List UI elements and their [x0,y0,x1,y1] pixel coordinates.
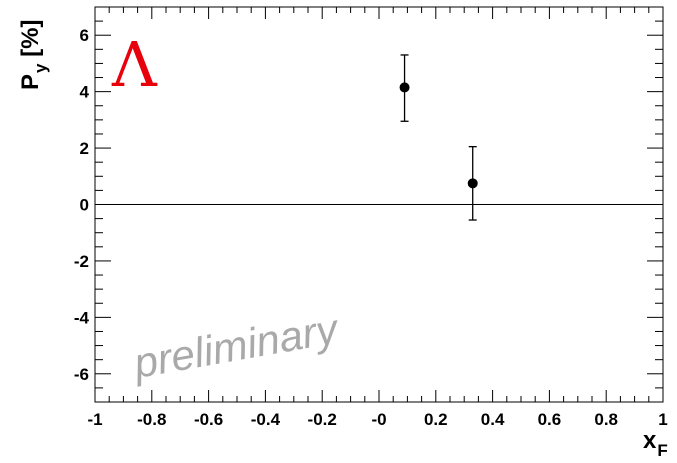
x-tick-label: 1 [658,410,667,429]
y-axis-title-sub: y [31,63,50,73]
data-points [399,54,478,221]
y-tick-labels: -6 -4 -2 0 2 4 6 [74,26,90,384]
x-axis-title-main: x [643,427,657,454]
x-axis-title-sub: F [657,441,667,460]
y-axis-title: Py [%] [17,20,50,90]
preliminary-watermark: preliminary [128,304,343,387]
x-tick-label: 0.8 [594,410,618,429]
y-axis-title-main: P [17,74,44,90]
x-axis-ticks [94,7,664,402]
data-point [399,82,410,93]
y-tick-label: -6 [74,365,89,384]
x-tick-label: 0.6 [538,410,562,429]
y-axis-title-suffix: [%] [17,20,44,64]
particle-symbol: Λ [111,28,158,101]
x-tick-label: -0.6 [194,410,223,429]
x-tick-label: 0.2 [424,410,448,429]
y-tick-label: 6 [80,26,89,45]
x-tick-label: -0.2 [308,410,337,429]
y-tick-label: 4 [80,83,90,102]
y-tick-label: -2 [74,252,89,271]
x-tick-label: -0 [371,410,386,429]
x-tick-label: -0.4 [251,410,281,429]
x-tick-label: -1 [87,410,102,429]
x-axis-title: xF [643,427,668,460]
y-tick-label: 0 [80,196,89,215]
y-tick-label: 2 [80,139,89,158]
x-tick-label: -0.8 [137,410,166,429]
y-axis-ticks [95,6,663,403]
data-point [467,178,478,189]
x-tick-labels: -1 -0.8 -0.6 -0.4 -0.2 -0 0.2 0.4 0.6 0.8 1 [87,410,667,429]
x-tick-label: 0.4 [481,410,505,429]
y-tick-label: -4 [74,308,90,327]
